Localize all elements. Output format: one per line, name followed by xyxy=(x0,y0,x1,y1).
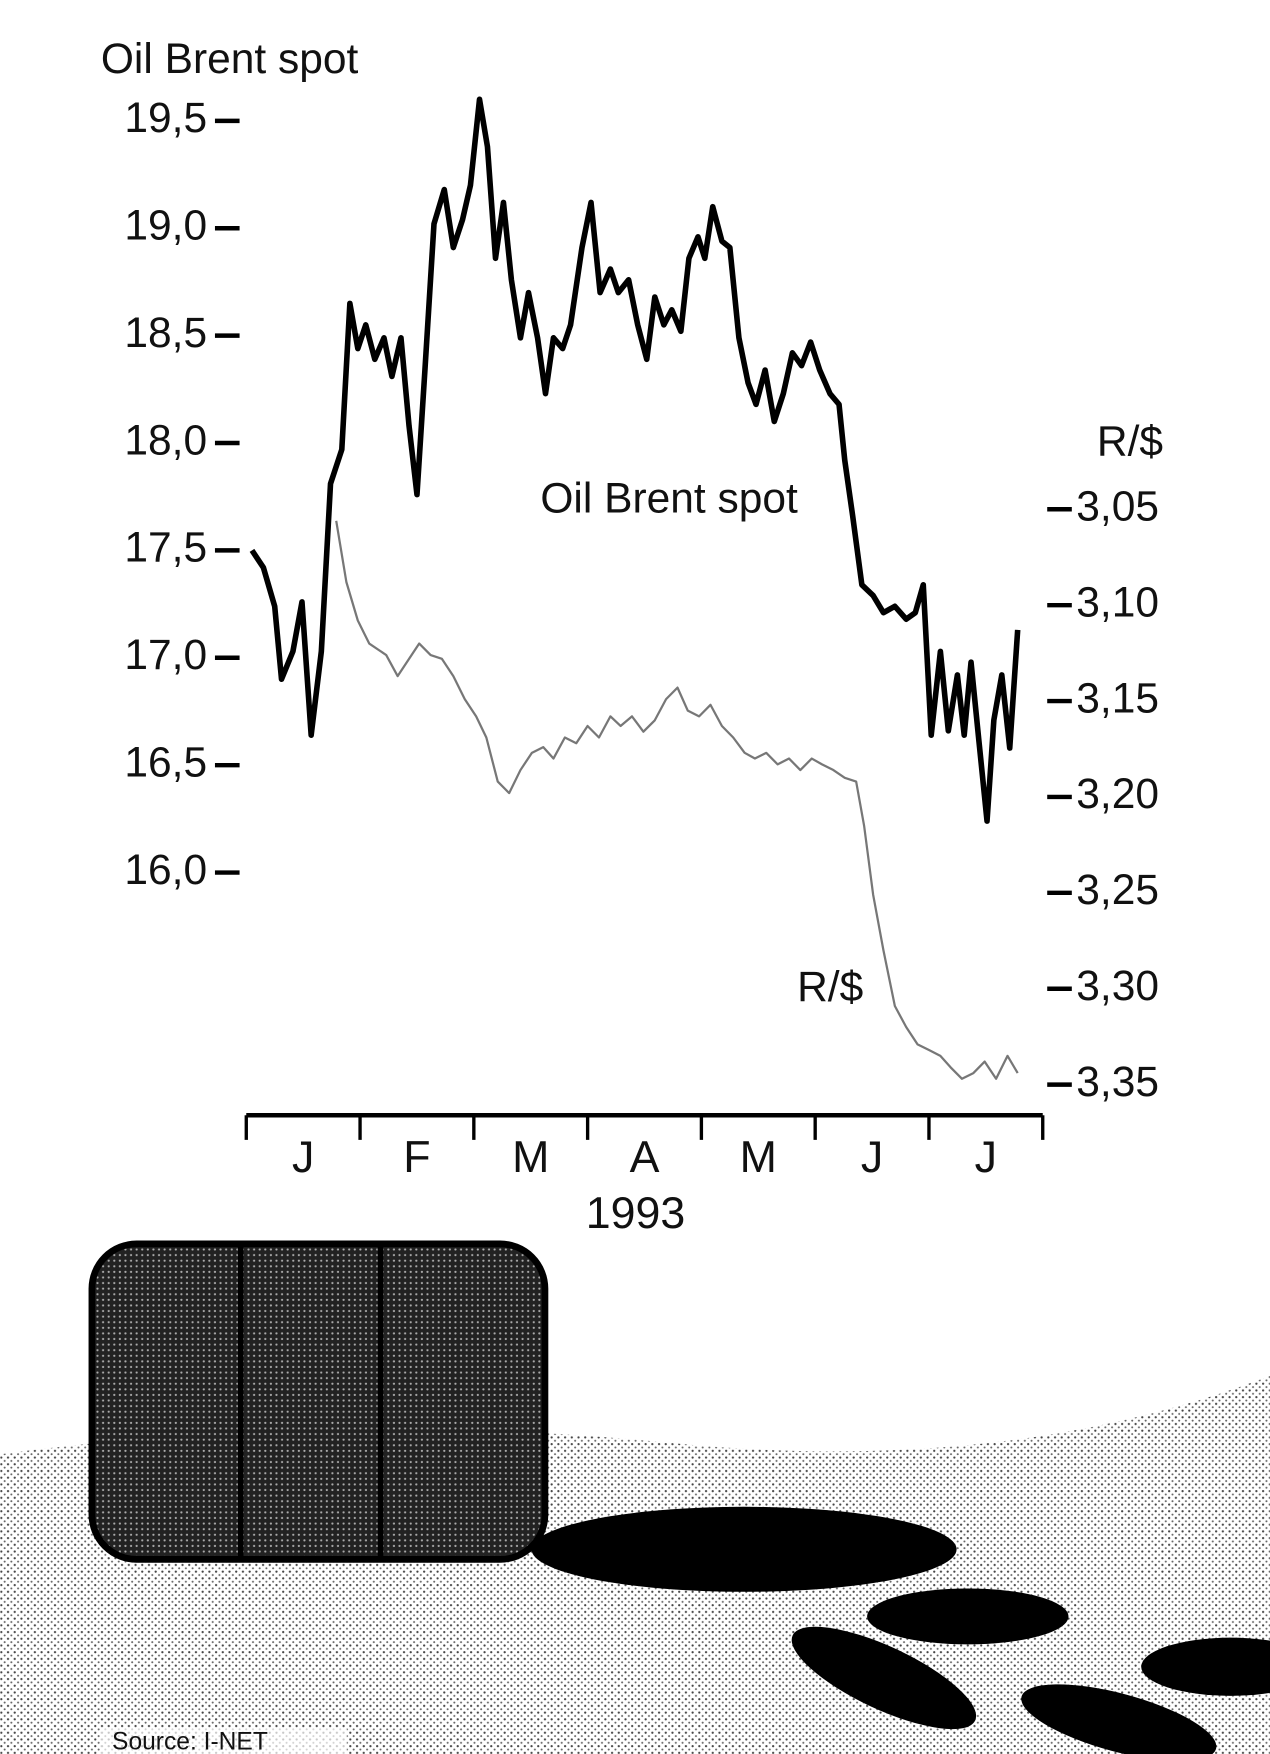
y-tick-label: 18,0 xyxy=(124,417,207,464)
footprint xyxy=(1021,1684,1217,1754)
y-tick-label: 16,5 xyxy=(124,739,207,786)
y2-tick-label: 3,25 xyxy=(1076,867,1159,914)
illustration xyxy=(0,1240,1270,1754)
barrel xyxy=(88,1240,549,1563)
y-tick-label: 17,5 xyxy=(124,525,207,572)
line-series xyxy=(249,96,1021,824)
x-axis-label: 1993 xyxy=(586,1188,686,1238)
axis-title: R/$ xyxy=(1097,418,1163,465)
source: Source: I-NET xyxy=(112,1728,268,1754)
annotation: R/$ xyxy=(797,964,863,1011)
x-tick-label: J xyxy=(292,1132,314,1182)
x-tick-label: M xyxy=(740,1132,777,1182)
x-tick-label: M xyxy=(512,1132,549,1182)
source-bg xyxy=(100,1728,347,1754)
footprint xyxy=(867,1588,1069,1645)
axis-title: Oil Brent spot xyxy=(101,36,359,83)
x-tick-label: J xyxy=(975,1132,997,1182)
y-tick-label: 18,5 xyxy=(124,310,207,357)
y-tick-label: 17,0 xyxy=(124,632,207,679)
annotation: Oil Brent spot xyxy=(540,475,798,522)
footprint xyxy=(791,1626,977,1730)
footprint xyxy=(1141,1637,1270,1696)
oil-puddle xyxy=(531,1506,957,1592)
y-tick-label: 19,0 xyxy=(124,202,207,249)
line-series xyxy=(335,520,1019,1080)
y2-tick-label: 3,30 xyxy=(1076,963,1159,1010)
x-tick-label: J xyxy=(861,1132,883,1182)
y2-tick-label: 3,35 xyxy=(1076,1059,1159,1106)
y2-tick-label: 3,05 xyxy=(1076,484,1159,531)
y2-tick-label: 3,20 xyxy=(1076,771,1159,818)
y-tick-label: 19,5 xyxy=(124,95,207,142)
y2-tick-label: 3,10 xyxy=(1076,579,1159,626)
x-tick-label: A xyxy=(630,1132,660,1182)
y2-tick-label: 3,15 xyxy=(1076,675,1159,722)
y-tick-label: 16,0 xyxy=(124,847,207,894)
x-tick-label: F xyxy=(403,1132,430,1182)
